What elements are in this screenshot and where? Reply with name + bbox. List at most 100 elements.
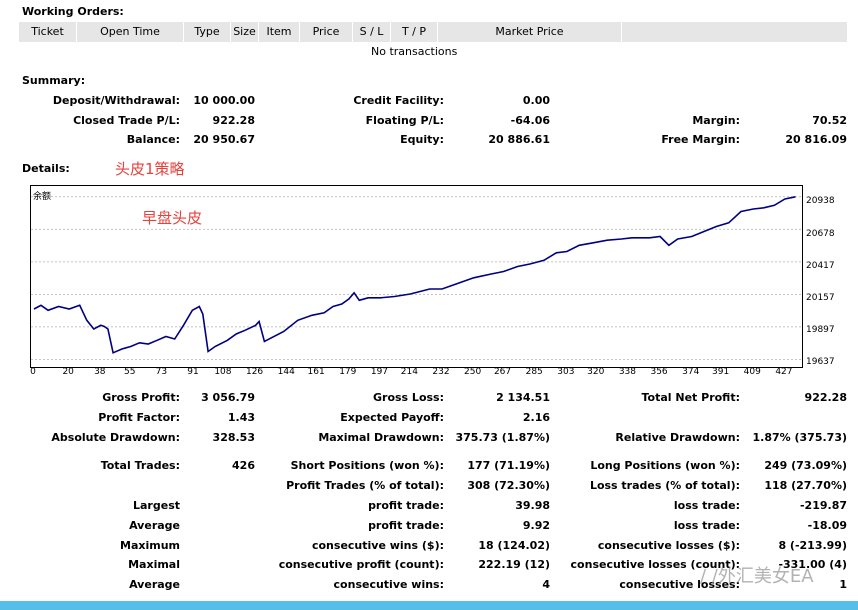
- summary.rows-v3-1: 70.52: [812, 114, 847, 127]
- working-orders-title: Working Orders:: [22, 5, 124, 18]
- stats.rows2-l3-0: Long Positions (won %):: [590, 459, 740, 472]
- x-tick-label: 391: [712, 367, 730, 377]
- x-tick-label: 55: [123, 367, 136, 377]
- col-empty: [622, 22, 847, 42]
- stats.rows2-l3-1: Loss trades (% of total):: [589, 479, 740, 492]
- stats.rows2-v2-6: 4: [542, 578, 550, 591]
- x-tick-label: 267: [493, 367, 512, 377]
- stats.rows2-l2-4: consecutive wins ($):: [311, 539, 444, 552]
- y-tick-label: 20417: [806, 261, 835, 271]
- stats.rows2-l2-5: consecutive profit (count):: [278, 558, 444, 571]
- x-tick-label: 338: [618, 367, 636, 377]
- stats.rows2-l3-5: consecutive losses (count):: [570, 558, 740, 571]
- stats.rows2-v3-2: -219.87: [799, 499, 847, 512]
- stats.rows2-l2-2: profit trade:: [368, 499, 444, 512]
- stats.rows2-v2-3: 9.92: [522, 519, 550, 532]
- stats.rows1-v2-2: 375.73 (1.87%): [455, 431, 551, 444]
- stats.rows1-v2-1: 2.16: [522, 411, 550, 424]
- summary.rows-v2-0: 0.00: [522, 94, 550, 107]
- summary.rows-v2-2: 20 886.61: [488, 133, 550, 146]
- summary.rows-v1-2: 20 950.67: [193, 133, 255, 146]
- y-tick-label: 20157: [806, 293, 835, 303]
- x-tick-label: 303: [557, 367, 575, 377]
- summary.rows-l2-2: Equity:: [400, 133, 444, 146]
- x-tick-label: 427: [775, 367, 793, 377]
- y-tick-label: 19637: [806, 357, 835, 367]
- stats.rows2-v3-4: 8 (-213.99): [778, 539, 847, 552]
- summary.rows-l1-1: Closed Trade P/L:: [73, 114, 180, 127]
- summary.rows-l3-1: Margin:: [692, 114, 740, 127]
- summary.rows-l2-1: Floating P/L:: [365, 114, 444, 127]
- stats.rows2-l1-5: Maximal: [128, 558, 180, 571]
- col-ticket[interactable]: Ticket: [19, 22, 77, 42]
- summary.rows-l1-2: Balance:: [126, 133, 180, 146]
- stats.rows2-v2-1: 308 (72.30%): [467, 479, 550, 492]
- col-tp[interactable]: T / P: [391, 22, 438, 42]
- x-tick-label: 214: [400, 367, 418, 377]
- x-tick-label: 320: [587, 367, 605, 377]
- stats.rows1-v2-0: 2 134.51: [496, 391, 550, 404]
- y-tick-label: 20938: [806, 196, 835, 206]
- details-title: Details:: [22, 162, 70, 175]
- summary.rows-l3-2: Free Margin:: [661, 133, 740, 146]
- x-tick-label: 161: [307, 367, 325, 377]
- summary.rows-v3-2: 20 816.09: [785, 133, 847, 146]
- chart-series-label: 余额: [33, 192, 52, 202]
- stats.rows2-l1-4: Maximum: [120, 539, 180, 552]
- stats.rows2-l2-3: profit trade:: [368, 519, 444, 532]
- col-market-price[interactable]: Market Price: [438, 22, 622, 42]
- stats.rows2-l2-1: Profit Trades (% of total):: [286, 479, 444, 492]
- stats.rows2-l1-3: Average: [129, 519, 180, 532]
- x-tick-label: 374: [682, 367, 700, 377]
- summary-title: Summary:: [22, 74, 86, 87]
- stats.rows1-v1-1: 1.43: [227, 411, 255, 424]
- stats.rows2-v3-3: -18.09: [807, 519, 847, 532]
- summary.rows-v1-1: 922.28: [212, 114, 255, 127]
- x-tick-label: 144: [277, 367, 295, 377]
- y-tick-label: 20678: [806, 229, 835, 239]
- bottom-bar: [0, 601, 858, 610]
- balance-series-line: [33, 196, 796, 354]
- summary.rows-v1-0: 10 000.00: [193, 94, 255, 107]
- watermark-text: / /外汇美女EA: [700, 566, 814, 587]
- stats.rows2-v1-0: 426: [232, 459, 255, 472]
- x-tick-label: 232: [432, 367, 450, 377]
- x-tick-label: 20: [62, 367, 74, 377]
- stats.rows2-v3-0: 249 (73.09%): [764, 459, 847, 472]
- summary.rows-l1-0: Deposit/Withdrawal:: [52, 94, 180, 107]
- stats.rows1-v3-2: 1.87% (375.73): [752, 431, 848, 444]
- stats.rows2-l1-6: Average: [129, 578, 180, 591]
- stats.rows2-l3-3: loss trade:: [673, 519, 740, 532]
- summary.rows-v2-1: -64.06: [510, 114, 550, 127]
- col-type[interactable]: Type: [184, 22, 231, 42]
- stats.rows2-v3-1: 118 (27.70%): [764, 479, 847, 492]
- stats.rows1-l2-1: Expected Payoff:: [340, 411, 444, 424]
- chart-note: 早盘头皮: [142, 209, 203, 227]
- stats.rows1-l1-0: Gross Profit:: [102, 391, 180, 404]
- stats.rows2-l3-4: consecutive losses ($):: [597, 539, 740, 552]
- x-tick-label: 0: [30, 367, 36, 377]
- stats.rows2-v3-6: 1: [839, 578, 847, 591]
- col-size[interactable]: Size: [231, 22, 259, 42]
- stats.rows1-l1-2: Absolute Drawdown:: [51, 431, 180, 444]
- balance-chart-svg: [31, 196, 802, 360]
- col-open-time[interactable]: Open Time: [77, 22, 184, 42]
- summary.rows-l2-0: Credit Facility:: [353, 94, 444, 107]
- stats.rows2-v3-5: -331.00 (4): [778, 558, 847, 571]
- x-tick-label: 285: [525, 367, 543, 377]
- col-price[interactable]: Price: [300, 22, 353, 42]
- stats.rows2-l2-6: consecutive wins:: [333, 578, 444, 591]
- stats.rows1-l2-0: Gross Loss:: [373, 391, 444, 404]
- stats.rows2-v2-0: 177 (71.19%): [467, 459, 550, 472]
- x-tick-label: 126: [245, 367, 264, 377]
- stats.rows1-v1-2: 328.53: [212, 431, 255, 444]
- col-item[interactable]: Item: [259, 22, 300, 42]
- stats.rows1-l2-2: Maximal Drawdown:: [318, 431, 444, 444]
- col-sl[interactable]: S / L: [353, 22, 391, 42]
- strategy-note: 头皮1策略: [115, 160, 185, 178]
- stats.rows1-v1-0: 3 056.79: [201, 391, 255, 404]
- x-tick-label: 179: [339, 367, 357, 377]
- stats.rows2-l3-2: loss trade:: [673, 499, 740, 512]
- working-orders-header: Ticket Open Time Type Size Item Price S …: [19, 22, 847, 42]
- x-tick-label: 356: [650, 367, 668, 377]
